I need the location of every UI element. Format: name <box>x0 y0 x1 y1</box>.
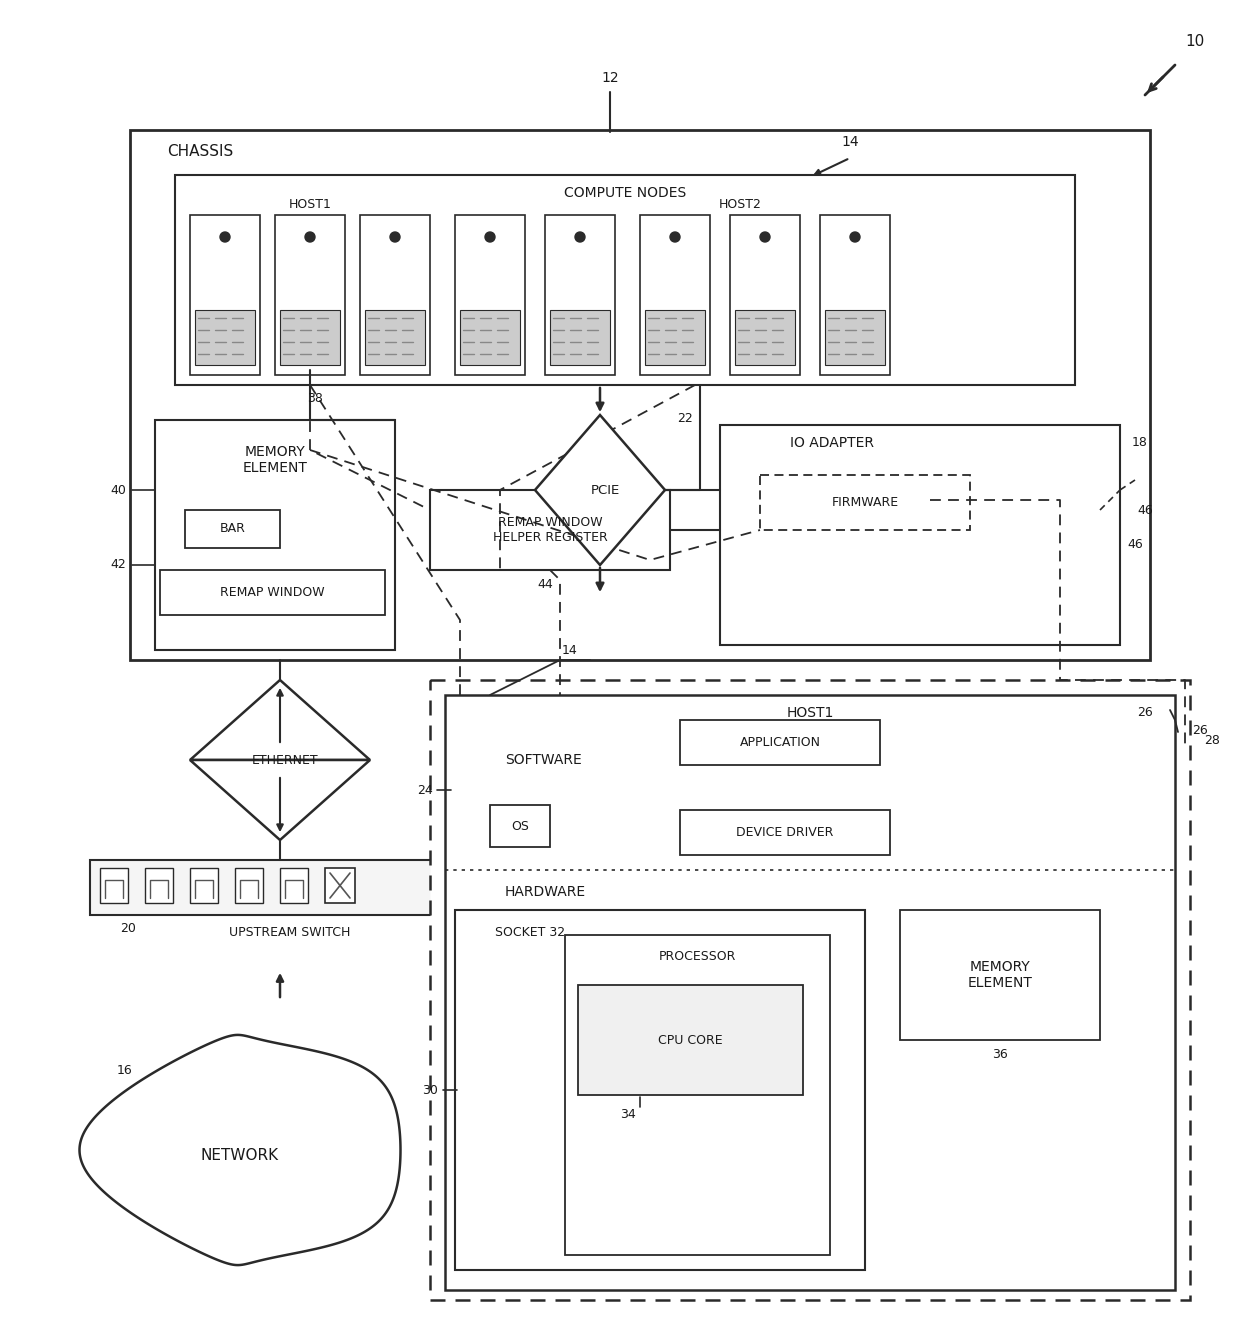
Bar <box>551 310 610 365</box>
Bar <box>91 860 490 915</box>
Text: PROCESSOR: PROCESSOR <box>658 951 737 963</box>
Bar <box>236 868 263 903</box>
Bar <box>445 695 1176 1289</box>
Bar <box>280 868 308 903</box>
Text: 46: 46 <box>1127 538 1143 551</box>
Bar <box>720 425 1120 645</box>
Text: 10: 10 <box>1185 35 1204 49</box>
Bar <box>430 681 1190 1300</box>
Text: PCIE: PCIE <box>590 484 620 497</box>
Text: 26: 26 <box>1137 706 1153 719</box>
Text: 16: 16 <box>117 1063 133 1076</box>
Text: SOFTWARE: SOFTWARE <box>505 753 582 767</box>
Text: MEMORY
ELEMENT: MEMORY ELEMENT <box>967 960 1033 990</box>
Bar <box>430 490 670 570</box>
Bar <box>820 214 890 376</box>
Text: 42: 42 <box>110 558 126 571</box>
Text: 44: 44 <box>537 578 553 590</box>
Text: UPSTREAM SWITCH: UPSTREAM SWITCH <box>229 927 351 939</box>
Bar <box>360 214 430 376</box>
Circle shape <box>760 232 770 242</box>
Polygon shape <box>79 1035 401 1265</box>
Bar <box>565 935 830 1255</box>
Bar <box>735 310 795 365</box>
Text: SOCKET 32: SOCKET 32 <box>495 926 565 939</box>
Text: 30: 30 <box>422 1083 438 1096</box>
Text: 28: 28 <box>1204 734 1220 746</box>
Bar <box>455 214 525 376</box>
Circle shape <box>485 232 495 242</box>
Bar <box>900 910 1100 1040</box>
Bar <box>460 310 520 365</box>
Text: CPU CORE: CPU CORE <box>658 1034 723 1047</box>
Bar <box>645 310 706 365</box>
Text: ETHERNET: ETHERNET <box>252 754 319 766</box>
Circle shape <box>391 232 401 242</box>
Polygon shape <box>190 681 370 761</box>
Text: COMPUTE NODES: COMPUTE NODES <box>564 186 686 200</box>
Text: IO ADAPTER: IO ADAPTER <box>790 436 874 450</box>
Text: HOST1: HOST1 <box>289 198 331 212</box>
Circle shape <box>575 232 585 242</box>
Bar <box>730 214 800 376</box>
Text: 14: 14 <box>562 643 578 657</box>
Bar <box>190 868 218 903</box>
Text: 12: 12 <box>601 71 619 85</box>
Bar <box>160 570 384 615</box>
Text: 36: 36 <box>992 1048 1008 1062</box>
Bar <box>640 214 711 376</box>
Text: REMAP WINDOW: REMAP WINDOW <box>221 586 325 599</box>
Bar <box>175 174 1075 385</box>
Text: HOST2: HOST2 <box>718 198 761 212</box>
Bar <box>578 984 804 1095</box>
Bar <box>145 868 174 903</box>
Text: 24: 24 <box>417 783 433 797</box>
Circle shape <box>849 232 861 242</box>
Text: 40: 40 <box>110 484 126 497</box>
Text: OS: OS <box>511 819 529 832</box>
Bar <box>825 310 885 365</box>
Bar <box>155 420 396 650</box>
Circle shape <box>670 232 680 242</box>
Bar <box>275 214 345 376</box>
Bar <box>130 131 1149 659</box>
Text: 22: 22 <box>677 412 693 425</box>
Polygon shape <box>534 416 665 565</box>
Bar <box>546 214 615 376</box>
Bar <box>365 310 425 365</box>
Text: REMAP WINDOW
HELPER REGISTER: REMAP WINDOW HELPER REGISTER <box>492 515 608 543</box>
Bar <box>100 868 128 903</box>
Text: CHASSIS: CHASSIS <box>167 144 233 160</box>
Text: HOST1: HOST1 <box>786 706 833 721</box>
Text: BAR: BAR <box>219 522 246 535</box>
Text: 14: 14 <box>841 135 859 149</box>
Bar <box>455 910 866 1269</box>
Text: 46: 46 <box>1137 503 1153 517</box>
Text: FIRMWARE: FIRMWARE <box>832 496 899 509</box>
Text: 38: 38 <box>308 392 322 405</box>
Bar <box>680 721 880 765</box>
Text: MEMORY
ELEMENT: MEMORY ELEMENT <box>243 445 308 476</box>
Text: NETWORK: NETWORK <box>201 1147 279 1163</box>
Text: 20: 20 <box>120 922 136 935</box>
Bar <box>325 868 355 903</box>
Text: DEVICE DRIVER: DEVICE DRIVER <box>737 826 833 839</box>
Circle shape <box>219 232 229 242</box>
Bar <box>280 310 340 365</box>
Text: 34: 34 <box>620 1108 636 1122</box>
Bar <box>680 810 890 855</box>
Circle shape <box>305 232 315 242</box>
Text: 18: 18 <box>1132 437 1148 449</box>
Text: 26: 26 <box>1192 723 1208 737</box>
Bar <box>195 310 255 365</box>
Text: APPLICATION: APPLICATION <box>739 737 821 749</box>
Bar <box>490 805 551 847</box>
Text: HARDWARE: HARDWARE <box>505 884 587 899</box>
Polygon shape <box>190 761 370 840</box>
Bar <box>760 476 970 530</box>
Bar <box>185 510 280 547</box>
Bar <box>190 214 260 376</box>
